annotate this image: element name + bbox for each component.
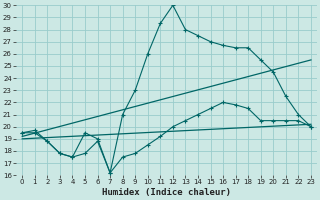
X-axis label: Humidex (Indice chaleur): Humidex (Indice chaleur) — [102, 188, 231, 197]
